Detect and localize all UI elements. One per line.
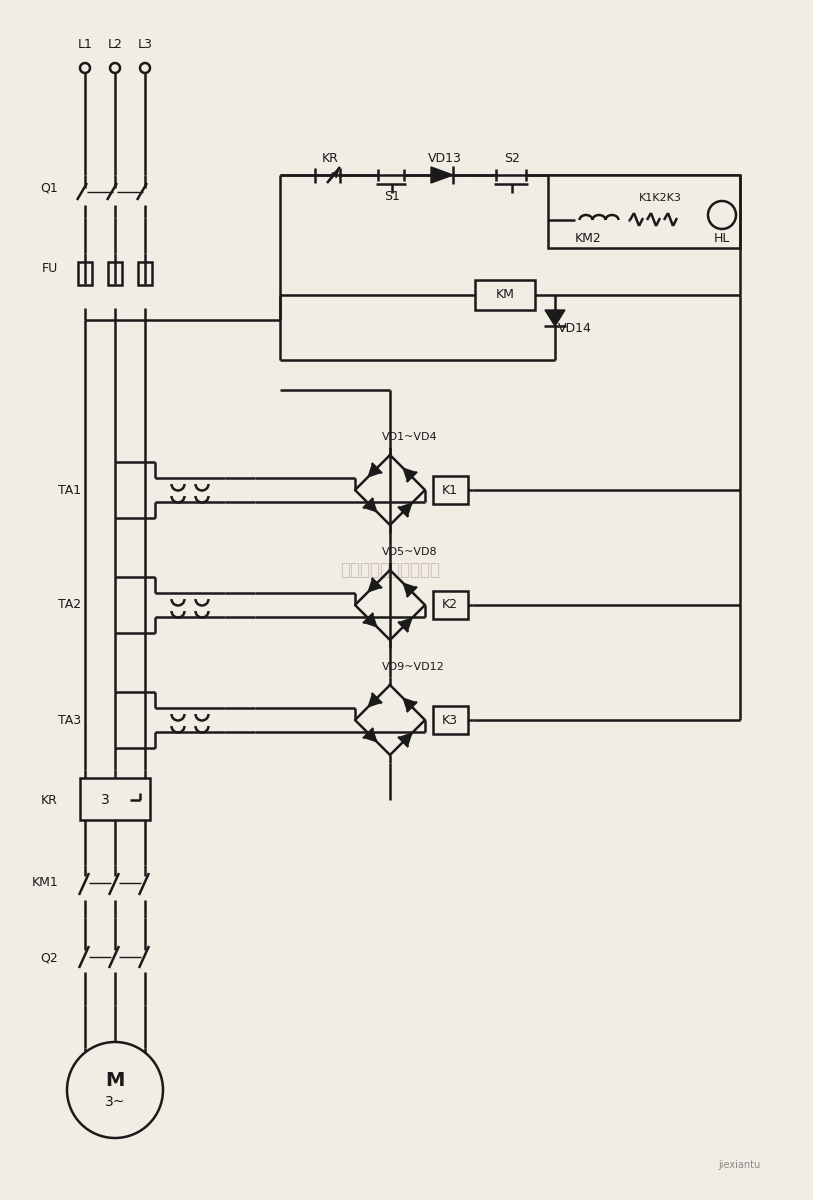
Bar: [138, 262, 152, 284]
Bar: [78, 262, 92, 284]
Text: S1: S1: [384, 191, 400, 204]
Circle shape: [67, 1042, 163, 1138]
Polygon shape: [368, 464, 381, 476]
Bar: [475, 280, 535, 310]
Polygon shape: [368, 580, 381, 592]
Text: Q1: Q1: [41, 181, 58, 194]
Text: VD9~VD12: VD9~VD12: [382, 662, 445, 672]
Polygon shape: [403, 468, 416, 481]
Circle shape: [110, 62, 120, 73]
Polygon shape: [368, 694, 381, 707]
Bar: [433, 590, 468, 619]
Text: KM2: KM2: [575, 232, 602, 245]
Text: 杭州将睐科技有限公司: 杭州将睐科技有限公司: [340, 560, 440, 578]
Bar: [433, 476, 468, 504]
Polygon shape: [364, 499, 376, 511]
Text: VD13: VD13: [428, 151, 462, 164]
Text: 3~: 3~: [105, 1094, 125, 1109]
Polygon shape: [399, 503, 411, 516]
Polygon shape: [399, 733, 411, 746]
Text: KR: KR: [41, 793, 58, 806]
Text: 3: 3: [101, 793, 110, 806]
Polygon shape: [403, 583, 416, 596]
Polygon shape: [364, 730, 376, 742]
Text: VD14: VD14: [558, 322, 592, 335]
Bar: [548, 175, 740, 248]
Polygon shape: [403, 698, 416, 710]
Circle shape: [708, 200, 736, 229]
Text: KR: KR: [322, 151, 338, 164]
Text: K1: K1: [442, 484, 458, 497]
Polygon shape: [399, 618, 411, 631]
Bar: [108, 262, 122, 284]
Text: VD1~VD4: VD1~VD4: [382, 432, 437, 442]
Polygon shape: [364, 614, 376, 626]
Text: K3: K3: [442, 714, 458, 726]
Text: L2: L2: [107, 38, 123, 52]
Text: TA3: TA3: [58, 714, 81, 726]
Bar: [433, 706, 468, 734]
Text: HL: HL: [714, 232, 730, 245]
Text: K2: K2: [442, 599, 458, 612]
Text: L1: L1: [77, 38, 93, 52]
Text: jiexiantu: jiexiantu: [718, 1160, 760, 1170]
Text: TA1: TA1: [58, 484, 81, 497]
Text: Q2: Q2: [41, 952, 58, 965]
Text: TA2: TA2: [58, 599, 81, 612]
Text: KM: KM: [496, 288, 515, 301]
Text: VD5~VD8: VD5~VD8: [382, 547, 437, 557]
Text: K1K2K3: K1K2K3: [638, 193, 681, 203]
Text: FU: FU: [41, 262, 58, 275]
Polygon shape: [431, 167, 453, 182]
Bar: [80, 778, 150, 820]
Text: M: M: [106, 1070, 124, 1090]
Polygon shape: [545, 310, 565, 326]
Circle shape: [80, 62, 90, 73]
Text: S2: S2: [504, 151, 520, 164]
Circle shape: [140, 62, 150, 73]
Text: L3: L3: [137, 38, 153, 52]
Text: KM1: KM1: [31, 876, 58, 888]
